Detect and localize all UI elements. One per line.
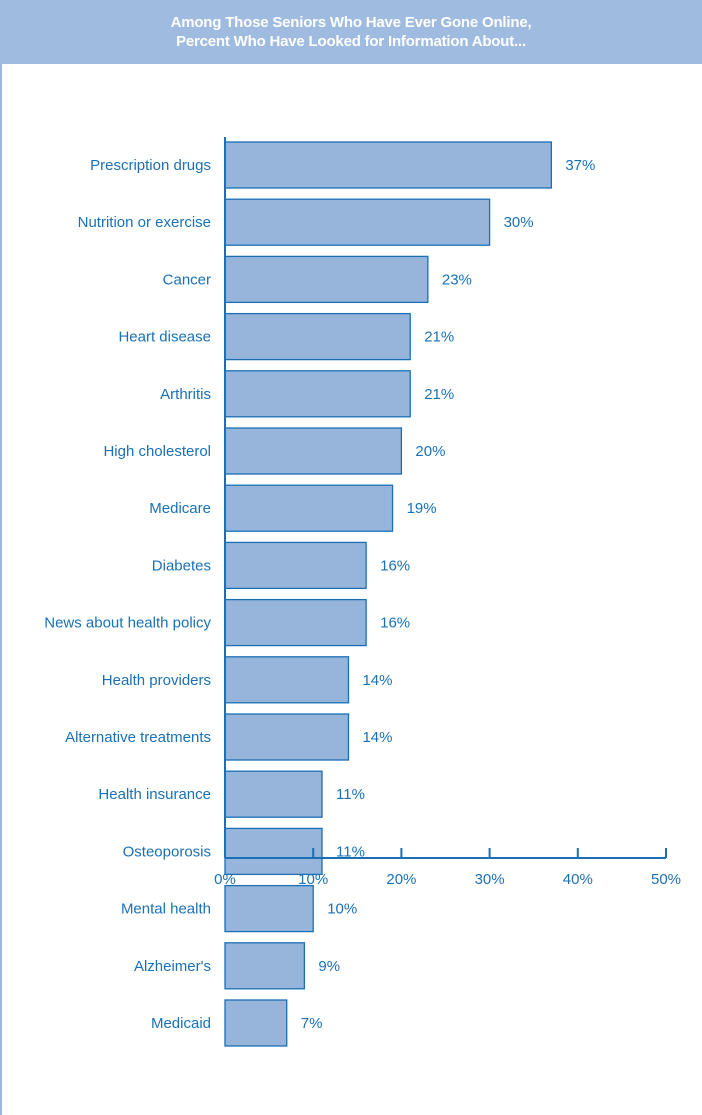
value-label: 9% xyxy=(318,958,340,975)
value-label: 16% xyxy=(380,615,410,632)
value-label: 16% xyxy=(380,557,410,574)
value-label: 14% xyxy=(362,729,392,746)
category-label: Health insurance xyxy=(98,786,211,803)
x-tick-label: 30% xyxy=(475,871,505,888)
category-label: Arthritis xyxy=(160,386,211,403)
category-label: High cholesterol xyxy=(103,443,211,460)
bar xyxy=(224,827,323,876)
value-label: 7% xyxy=(301,1015,323,1032)
x-tick-label: 20% xyxy=(386,871,416,888)
bar xyxy=(224,427,403,475)
value-label: 10% xyxy=(327,901,357,918)
value-label: 11% xyxy=(336,786,365,803)
category-label: Prescription drugs xyxy=(90,157,211,174)
chart-title: Among Those Seniors Who Have Ever Gone O… xyxy=(0,0,702,64)
value-label: 11% xyxy=(336,843,365,860)
bar xyxy=(224,141,552,189)
chart-title-line-1: Among Those Seniors Who Have Ever Gone O… xyxy=(170,14,532,31)
bar xyxy=(224,312,411,361)
category-label: Medicare xyxy=(149,500,211,517)
category-label: Medicaid xyxy=(151,1015,211,1032)
category-label: Alternative treatments xyxy=(65,729,211,746)
value-label: 30% xyxy=(504,214,534,231)
bar xyxy=(224,999,288,1047)
category-label: Diabetes xyxy=(152,557,211,574)
category-label: Health providers xyxy=(102,672,211,689)
bar xyxy=(224,884,314,933)
bar xyxy=(224,770,323,818)
value-label: 37% xyxy=(565,157,595,174)
x-tick-label: 0% xyxy=(214,871,236,888)
category-label: Osteoporosis xyxy=(123,843,211,860)
category-label: News about health policy xyxy=(44,615,211,632)
bar xyxy=(224,942,306,990)
category-label: Mental health xyxy=(121,901,211,918)
bar xyxy=(224,370,411,418)
bar xyxy=(224,198,491,246)
value-label: 20% xyxy=(415,443,445,460)
value-label: 21% xyxy=(424,386,454,403)
value-label: 14% xyxy=(362,672,392,689)
value-label: 23% xyxy=(442,271,472,288)
value-label: 19% xyxy=(407,500,437,517)
x-tick-label: 50% xyxy=(651,871,681,888)
x-tick-label: 10% xyxy=(298,871,328,888)
category-label: Cancer xyxy=(163,271,211,288)
x-tick-label: 40% xyxy=(563,871,593,888)
bar xyxy=(224,484,394,532)
chart-title-line-2: Percent Who Have Looked for Information … xyxy=(176,33,526,50)
category-label: Heart disease xyxy=(118,329,211,346)
bar xyxy=(224,713,350,761)
value-label: 21% xyxy=(424,329,454,346)
bar xyxy=(224,656,350,704)
category-label: Nutrition or exercise xyxy=(78,214,211,231)
bar xyxy=(224,598,367,647)
category-label: Alzheimer's xyxy=(134,958,211,975)
bar xyxy=(224,255,429,304)
bar xyxy=(224,541,367,590)
